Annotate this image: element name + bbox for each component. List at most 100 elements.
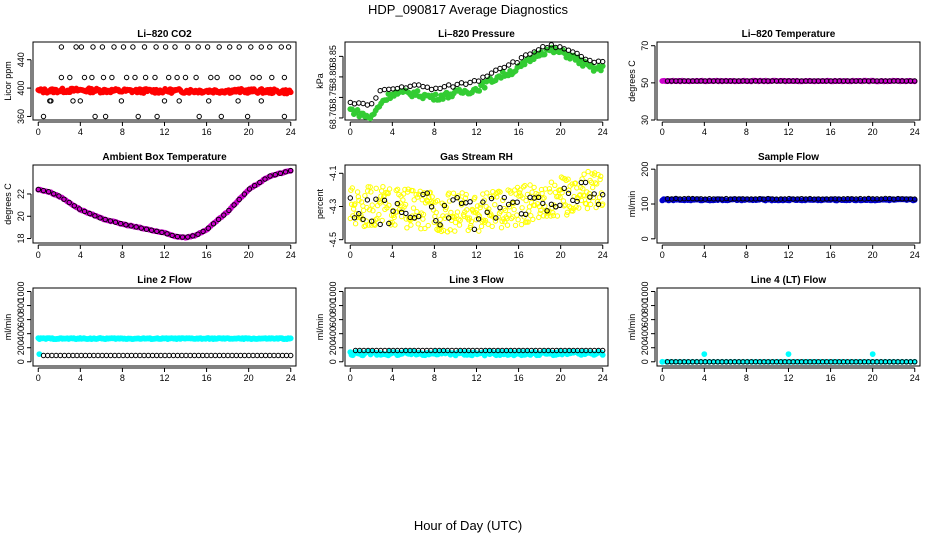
data-point (578, 53, 584, 60)
data-point (561, 185, 567, 192)
data-point (446, 215, 452, 221)
data-point (107, 218, 114, 224)
data-point (488, 195, 495, 202)
data-point (347, 215, 353, 222)
data-point (164, 231, 170, 237)
y-tick-label: 70 (640, 41, 650, 51)
x-tick-label: 24 (286, 373, 296, 383)
plot-frame (344, 164, 609, 244)
data-point (463, 200, 469, 206)
data-point (476, 228, 482, 234)
data-point (349, 185, 355, 191)
data-point (210, 221, 217, 227)
x-tick-label: 4 (78, 373, 83, 383)
data-point (587, 194, 593, 200)
data-point (541, 195, 547, 201)
panel-title: Ambient Box Temperature (102, 152, 227, 163)
data-point (420, 83, 426, 90)
panel-title: Li–820 Temperature (742, 29, 836, 40)
data-point (508, 215, 515, 222)
chart-panel: Line 2 Flow ml/min 0 4 8 12 16 20 24 0 20040060080… (3, 275, 297, 383)
data-point (484, 209, 490, 216)
x-tick-label: 16 (514, 373, 524, 383)
data-series (701, 351, 876, 357)
data-point (97, 215, 103, 221)
data-point (479, 218, 485, 225)
data-point (394, 186, 401, 193)
x-tick-label: 4 (390, 250, 395, 260)
x-tick-label: 16 (202, 250, 212, 260)
data-point (166, 74, 172, 81)
data-point (554, 213, 561, 219)
data-point (372, 222, 378, 228)
x-tick-label: 12 (159, 373, 169, 383)
data-point (267, 44, 273, 50)
data-point (248, 44, 254, 50)
data-point (570, 208, 576, 214)
panel-title: Line 3 Flow (449, 275, 504, 286)
data-point (118, 98, 125, 104)
data-point (252, 183, 258, 189)
data-point (579, 176, 585, 182)
y-tick-label: 30 (640, 115, 650, 125)
data-point (394, 200, 400, 207)
data-point (420, 216, 426, 222)
data-point (70, 98, 76, 104)
x-tick-label: 20 (556, 127, 566, 137)
y-axis-label: degrees C (3, 183, 13, 225)
x-tick-label: 8 (432, 127, 437, 137)
chart-panel: Ambient Box Temperature degrees C 0 4 8 12 16 2… (3, 152, 297, 260)
x-tick-label: 0 (660, 250, 665, 260)
y-tick-label: 0 (640, 359, 650, 364)
data-point (501, 64, 507, 71)
x-tick-label: 0 (36, 373, 41, 383)
data-point (51, 191, 57, 197)
data-point (523, 211, 529, 218)
y-tick-label: 1000 (16, 281, 26, 301)
data-point (40, 187, 47, 194)
data-point (447, 227, 453, 233)
data-point (174, 74, 180, 81)
x-tick-label: 8 (744, 127, 749, 137)
x-tick-label: 0 (36, 127, 41, 137)
data-point (489, 223, 495, 230)
data-point (352, 201, 358, 207)
data-point (390, 208, 396, 214)
y-tick-label: 200 (16, 340, 26, 355)
data-point (282, 169, 289, 175)
y-tick-label: 600 (16, 312, 26, 327)
data-series (40, 44, 292, 120)
data-point (539, 190, 545, 197)
data-point (584, 205, 591, 212)
data-point (477, 204, 483, 211)
chart-panel: Line 4 (LT) Flow ml/min 0 4 8 12 16 20 24 0 200400… (627, 275, 921, 383)
y-axis-label: percent (315, 188, 325, 219)
data-point (522, 182, 528, 189)
data-point (531, 49, 537, 55)
x-tick-label: 0 (348, 250, 353, 260)
plot-frame (656, 41, 921, 121)
data-point (505, 201, 512, 208)
data-point (537, 210, 543, 217)
data-point (588, 201, 594, 208)
data-point (378, 193, 384, 199)
data-point (256, 74, 262, 81)
data-point (454, 209, 461, 215)
x-axis-label: Hour of Day (UTC) (413, 518, 523, 533)
data-point (425, 222, 431, 229)
data-point (58, 44, 65, 50)
data-point (141, 44, 148, 50)
data-series (347, 44, 606, 122)
data-point (446, 82, 452, 88)
data-point (497, 205, 503, 211)
data-point (475, 78, 482, 84)
y-tick-label: 68.70 (328, 107, 338, 130)
data-point (434, 198, 441, 204)
y-tick-label: 68.85 (328, 45, 338, 68)
data-point (524, 191, 531, 198)
data-point (452, 219, 459, 226)
data-point (600, 58, 606, 65)
data-point (488, 70, 495, 76)
data-point (485, 221, 491, 227)
data-point (497, 65, 503, 72)
